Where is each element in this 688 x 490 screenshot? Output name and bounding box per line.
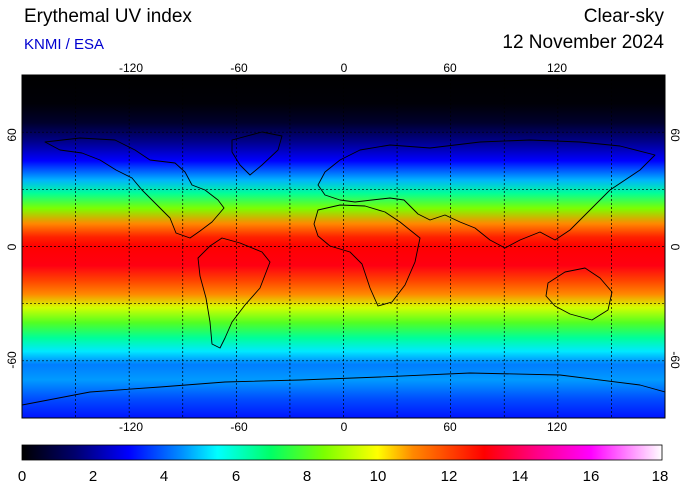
colorbar-label: 14 [512,468,529,485]
coastline-antarctica [22,372,665,406]
lon-tick-bottom: 0 [341,420,348,434]
coastlines [22,131,665,406]
colorbar-labels: 0 2 4 6 8 10 12 14 16 18 [18,468,669,485]
colorbar: 0 2 4 6 8 10 12 14 16 18 [18,444,669,485]
lat-tick-right: 0 [668,244,682,251]
colorbar-label: 0 [18,468,26,485]
longitude-ticks-bottom: -120 -60 0 60 120 [119,420,567,434]
colorbar-label: 16 [583,468,600,485]
colorbar-label: 6 [232,468,240,485]
lat-tick-right: 60 [668,128,682,142]
world-map [21,74,666,419]
lon-tick-top: 60 [443,61,457,75]
colorbar-label: 8 [303,468,311,485]
colorbar-label: 10 [370,468,387,485]
coastline-australia [545,267,613,321]
lon-tick-top: -120 [119,61,143,75]
coastline-eurasia [317,139,656,249]
colorbar-label: 4 [160,468,168,485]
coastline-north-america [44,137,225,239]
data-source-label: KNMI / ESA [24,36,105,53]
lat-tick-left: 0 [5,243,19,250]
latitude-ticks-right: 60 0 -60 [668,128,682,369]
lon-tick-bottom: -120 [119,420,143,434]
coastline-south-america [197,237,271,349]
colorbar-label: 18 [652,468,669,485]
graticule [22,75,665,418]
lat-tick-left: -60 [5,351,19,369]
map-title: Erythemal UV index [24,6,192,27]
map-date: 12 November 2024 [502,32,664,53]
lon-tick-bottom: -60 [230,420,248,434]
colorbar-label: 12 [441,468,458,485]
map-frame [21,74,666,419]
lon-tick-top: 0 [341,61,348,75]
latitude-ticks-left: 60 0 -60 [5,128,19,369]
longitude-ticks-top: -120 -60 0 60 120 [119,61,567,75]
lon-tick-bottom: 60 [443,420,457,434]
lat-tick-left: 60 [5,128,19,142]
colorbar-gradient [21,444,663,461]
coastline-greenland [231,131,283,176]
colorbar-label: 2 [89,468,97,485]
lon-tick-top: -60 [230,61,248,75]
lon-tick-top: 120 [547,61,567,75]
lon-tick-bottom: 120 [547,420,567,434]
coastline-africa [313,204,421,307]
lat-tick-right: -60 [668,351,682,369]
sky-mode-label: Clear-sky [583,6,664,27]
